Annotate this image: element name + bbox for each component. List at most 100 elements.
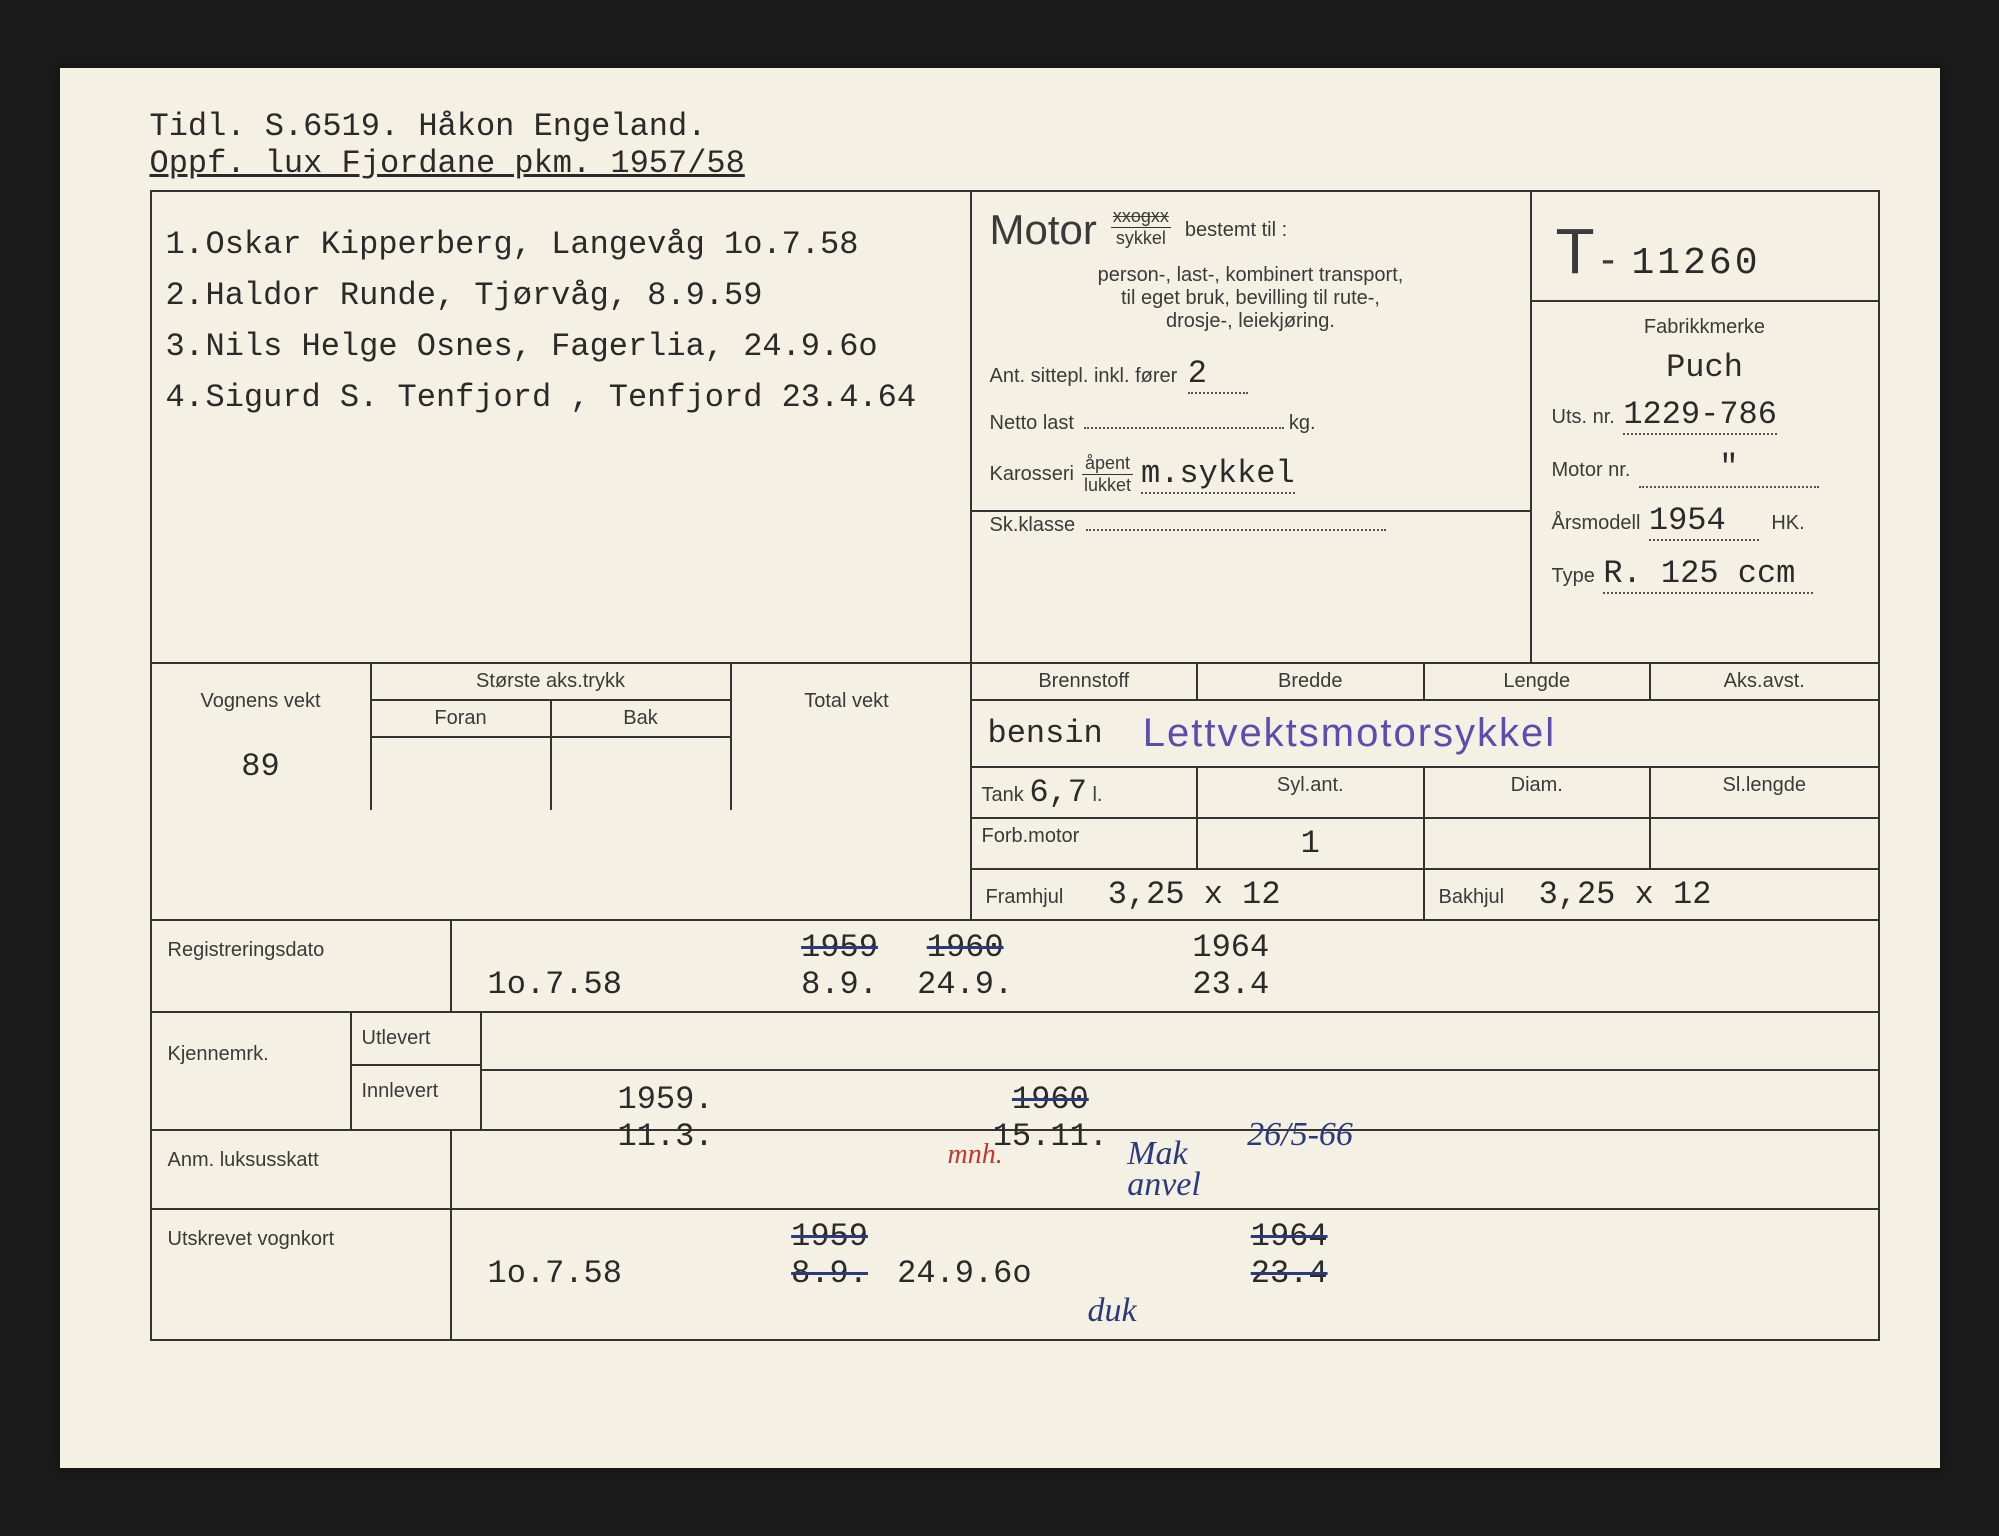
sittepl-val: 2 <box>1188 355 1248 394</box>
storste-label: Største aks.trykk <box>372 664 732 701</box>
innlevert-label: Innlevert <box>352 1066 480 1117</box>
owner-text: Nils Helge Osnes, Fagerlia, 24.9.6o <box>206 328 878 365</box>
brennstoff-label: Brennstoff <box>972 664 1199 699</box>
sllen-label: Sl.lengde <box>1651 768 1878 817</box>
type-label: Type <box>1552 565 1595 587</box>
ut-2b: 8.9. <box>791 1255 868 1292</box>
sykkel-label: sykkel <box>1111 228 1171 249</box>
netto-unit: kg. <box>1289 412 1316 434</box>
bredde-label: Bredde <box>1198 664 1425 699</box>
anm-label: Anm. luksusskatt <box>152 1131 452 1208</box>
header-line-1: Tidl. S.6519. Håkon Engeland. <box>150 108 1880 145</box>
aks-label: Aks.avst. <box>1651 664 1878 699</box>
lukket-label: lukket <box>1082 475 1133 496</box>
framhjul-val: 3,25 x 12 <box>1108 876 1281 913</box>
bakhjul-val: 3,25 x 12 <box>1539 876 1712 913</box>
utlevert-label: Utlevert <box>352 1013 480 1066</box>
ars-label: Årsmodell <box>1552 512 1641 534</box>
total-vekt-label: Total vekt <box>732 664 962 738</box>
hk-label: HK. <box>1771 512 1804 534</box>
sittepl-label: Ant. sittepl. inkl. fører <box>990 365 1178 387</box>
weights-box: Vognens vekt Største aks.trykk Total vek… <box>152 664 972 919</box>
ars-val: 1954 <box>1649 502 1759 541</box>
tank-val: 6,7 <box>1029 774 1087 811</box>
owner-row: 1.Oskar Kipperberg, Langevåg 1o.7.58 <box>166 226 956 263</box>
reg-column: T - 11260 Fabrikkmerke Puch Uts. nr. 122… <box>1532 192 1878 662</box>
skklasse-label: Sk.klasse <box>990 514 1076 536</box>
lengde-label: Lengde <box>1425 664 1652 699</box>
regdato-3b: 24.9. <box>917 966 1013 1003</box>
diam-label: Diam. <box>1425 768 1652 817</box>
foran-label: Foran <box>372 701 552 738</box>
bestemt-label: bestemt til : <box>1185 219 1287 242</box>
vogn-vekt-val: 89 <box>152 738 372 810</box>
motor-desc3: drosje-, leiekjøring. <box>990 310 1512 333</box>
owners-box: 1.Oskar Kipperberg, Langevåg 1o.7.58 2.Ha… <box>152 192 972 662</box>
bakhjul-label: Bakhjul <box>1439 886 1505 908</box>
forb-label: Forb.motor <box>972 819 1199 868</box>
ut-4a: 1964 <box>1251 1218 1328 1255</box>
syl-label: Syl.ant. <box>1198 768 1425 817</box>
karosseri-val: m.sykkel <box>1141 455 1295 494</box>
fabrikk-val: Puch <box>1552 349 1858 386</box>
regdato-4a: 1964 <box>1192 929 1269 966</box>
owner-row: 3.Nils Helge Osnes, Fagerlia, 24.9.6o <box>166 328 956 365</box>
dims-box: Brennstoff Bredde Lengde Aks.avst. bensi… <box>972 664 1878 919</box>
regdato-2b: 8.9. <box>801 966 878 1003</box>
forb-val: 1 <box>1198 819 1425 868</box>
uts-label: Uts. nr. <box>1552 406 1615 428</box>
reg-dash: - <box>1601 235 1615 282</box>
owner-num: 2. <box>166 277 206 314</box>
apent-label: åpent <box>1082 453 1133 475</box>
vogn-strike: xxogxx <box>1111 206 1171 228</box>
registration-card: Tidl. S.6519. Håkon Engeland. Oppf. lux … <box>60 68 1940 1468</box>
reg-number: 11260 <box>1632 242 1761 285</box>
owner-text: Oskar Kipperberg, Langevåg 1o.7.58 <box>206 226 859 263</box>
owner-text: Sigurd S. Tenfjord , Tenfjord 23.4.64 <box>206 379 917 416</box>
reg-prefix: T <box>1556 215 1597 287</box>
type-val: R. 125 ccm <box>1603 555 1813 594</box>
mid-band: Vognens vekt Største aks.trykk Total vek… <box>150 664 1880 921</box>
motornr-label: Motor nr. <box>1552 459 1631 481</box>
lettvekt-stamp: Lettvektsmotorsykkel <box>1143 711 1556 756</box>
ut-scrawl: duk <box>1088 1292 1137 1329</box>
kj-2a: 1960 <box>1012 1081 1089 1118</box>
ut-4b: 23.4 <box>1251 1255 1328 1292</box>
bak-label: Bak <box>552 701 732 738</box>
main-grid: 1.Oskar Kipperberg, Langevåg 1o.7.58 2.Ha… <box>150 190 1880 664</box>
tank-unit: l. <box>1092 784 1102 806</box>
ut-2a: 1959 <box>791 1218 868 1255</box>
owner-num: 3. <box>166 328 206 365</box>
owner-row: 2.Haldor Runde, Tjørvåg, 8.9.59 <box>166 277 956 314</box>
regdato-2a: 1959 <box>801 929 878 966</box>
kjennmrk-label: Kjennemrk. <box>152 1013 352 1129</box>
motor-desc1: person-, last-, kombinert transport, <box>990 264 1512 287</box>
header-line-2: Oppf. lux Fjordane pkm. 1957/58 <box>150 145 1880 182</box>
regdato-1: 1o.7.58 <box>488 966 622 1003</box>
regdato-3a: 1960 <box>927 929 1004 966</box>
motor-column: Motor xxogxx sykkel bestemt til : person… <box>972 192 1532 662</box>
ut-1: 1o.7.58 <box>488 1255 622 1292</box>
motor-label: Motor <box>990 206 1097 254</box>
kj-1a: 1959. <box>618 1081 714 1118</box>
vogn-vekt-label: Vognens vekt <box>152 664 372 738</box>
owner-row: 4.Sigurd S. Tenfjord , Tenfjord 23.4.64 <box>166 379 956 416</box>
uts-val: 1229-786 <box>1623 396 1777 435</box>
utskrevet-label: Utskrevet vognkort <box>152 1210 452 1339</box>
framhjul-label: Framhjul <box>986 886 1064 908</box>
tank-label: Tank <box>982 784 1024 806</box>
karosseri-label: Karosseri <box>990 463 1074 486</box>
regdato-4b: 23.4 <box>1192 966 1269 1003</box>
motornr-val: " <box>1639 449 1819 488</box>
owner-num: 4. <box>166 379 206 416</box>
owner-num: 1. <box>166 226 206 263</box>
fabrikk-label: Fabrikkmerke <box>1552 316 1858 339</box>
bottom-rows: Registreringsdato 1o.7.58 1959 8.9. 1960… <box>150 921 1880 1341</box>
regdato-label: Registreringsdato <box>152 921 452 1011</box>
brennstoff-val: bensin <box>988 715 1103 752</box>
anm-red: mnh. <box>948 1139 1003 1170</box>
netto-label: Netto last <box>990 412 1074 434</box>
ut-3: 24.9.6o <box>897 1255 1031 1292</box>
header-notes: Tidl. S.6519. Håkon Engeland. Oppf. lux … <box>150 108 1880 182</box>
motor-desc2: til eget bruk, bevilling til rute-, <box>990 287 1512 310</box>
